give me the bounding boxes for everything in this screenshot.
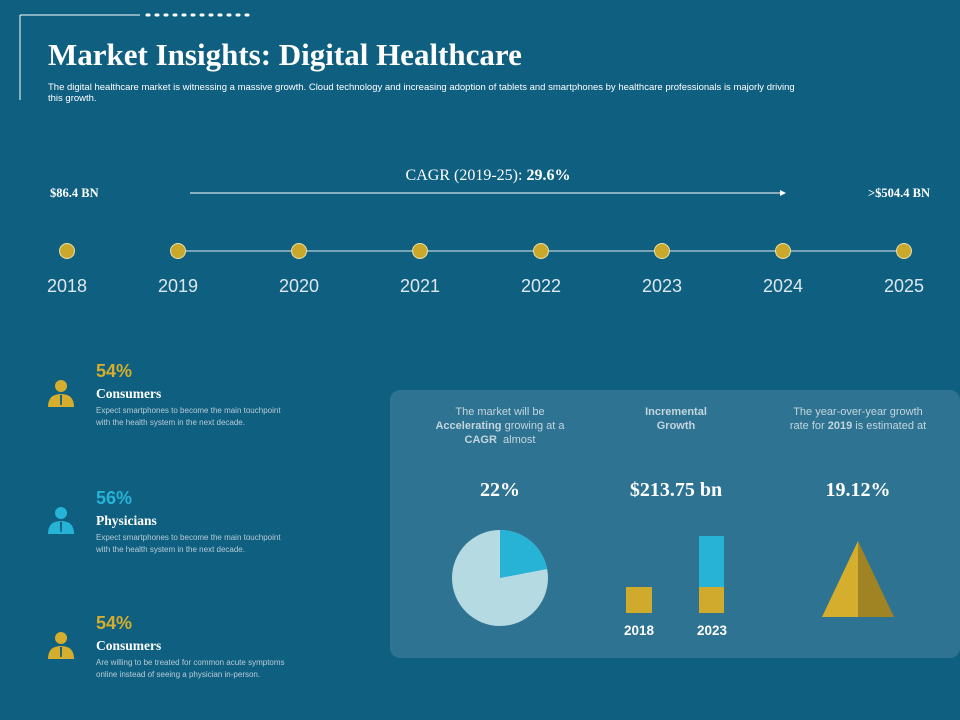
segment-percent: 54%: [96, 361, 132, 381]
milestone: [412, 243, 428, 259]
person-icon: [55, 507, 67, 519]
milestone: [896, 243, 912, 259]
bar-base: [699, 587, 724, 613]
milestone: [533, 243, 549, 259]
caption: Incremental: [645, 406, 707, 418]
milestone: [291, 243, 307, 259]
caption: CAGR almost: [465, 434, 536, 446]
caption-part: almost: [497, 434, 536, 446]
cagr-value: 29.6%: [526, 167, 570, 184]
person-tie: [60, 522, 62, 532]
milestone: [170, 243, 186, 259]
bar-increment: [699, 536, 724, 587]
caption: The market will be: [455, 406, 544, 418]
timeline: 2018 2019 2020 2021 2022 2023 2024 2025: [47, 243, 924, 296]
year-label: 2024: [763, 276, 803, 296]
highlights: The market will be Accelerating growing a…: [435, 406, 926, 638]
segment-title: Consumers: [96, 386, 161, 401]
person-icon: [55, 380, 67, 392]
caption-part: growing at a: [502, 420, 566, 432]
segment-text: with the health system in the next decad…: [95, 418, 245, 427]
caption: The year-over-year growth: [793, 406, 923, 418]
segment-text: Are willing to be treated for common acu…: [96, 658, 285, 667]
caption: Accelerating growing at a: [435, 420, 565, 432]
segment-text: Expect smartphones to become the main to…: [96, 406, 281, 415]
caption-part: The year-over-year growth: [793, 406, 923, 418]
start-value: $86.4 BN: [50, 186, 99, 200]
year-label: 2022: [521, 276, 561, 296]
caption: Growth: [657, 420, 696, 432]
pyramid: [858, 541, 894, 617]
bar-base: [626, 587, 652, 613]
caption-part: rate for: [790, 420, 828, 432]
person-icon: [55, 632, 67, 644]
bar-label: 2023: [697, 623, 728, 638]
pyramid: [822, 541, 858, 617]
bar-label: 2018: [624, 623, 655, 638]
caption-part: Growth: [657, 420, 696, 432]
subtitle: this growth.: [48, 93, 97, 104]
segments: 54% Consumers Expect smartphones to become…: [48, 361, 285, 679]
year-label: 2021: [400, 276, 440, 296]
segment-title: Consumers: [96, 638, 161, 653]
year-label: 2019: [158, 276, 198, 296]
segment-text: online instead of seeing a physician in-…: [96, 670, 260, 679]
highlight-value: 22%: [480, 479, 520, 501]
segment-text: with the health system in the next decad…: [95, 545, 245, 554]
year-label: 2020: [279, 276, 319, 296]
year-label: 2023: [642, 276, 682, 296]
cagr-label: CAGR (2019-25):: [406, 167, 523, 184]
end-value: >$504.4 BN: [868, 186, 930, 200]
segment-text: Expect smartphones to become the main to…: [96, 533, 281, 542]
highlight-value: $213.75 bn: [630, 479, 722, 501]
segment-title: Physicians: [96, 513, 157, 528]
subtitle: The digital healthcare market is witness…: [48, 82, 795, 93]
caption-part: Accelerating: [435, 420, 501, 432]
person-tie: [60, 647, 62, 657]
milestone: [654, 243, 670, 259]
caption: rate for 2019 is estimated at: [790, 420, 926, 432]
segment-percent: 54%: [96, 613, 132, 633]
pie-slice: [500, 530, 548, 578]
caption-part: is estimated at: [852, 420, 926, 432]
title: Market Insights: Digital Healthcare: [48, 37, 522, 72]
person-tie: [60, 395, 62, 405]
year-label: 2025: [884, 276, 924, 296]
caption-part: CAGR: [465, 434, 497, 446]
milestone: [775, 243, 791, 259]
caption-part: The market will be: [455, 406, 544, 418]
highlight-value: 19.12%: [826, 479, 891, 501]
arrow-head: [780, 190, 786, 196]
year-label: 2018: [47, 276, 87, 296]
milestone: [59, 243, 75, 259]
caption-part: Incremental: [645, 406, 707, 418]
cagr: CAGR (2019-25): 29.6%: [406, 167, 571, 184]
caption-part: 2019: [828, 420, 852, 432]
segment-percent: 56%: [96, 488, 132, 508]
